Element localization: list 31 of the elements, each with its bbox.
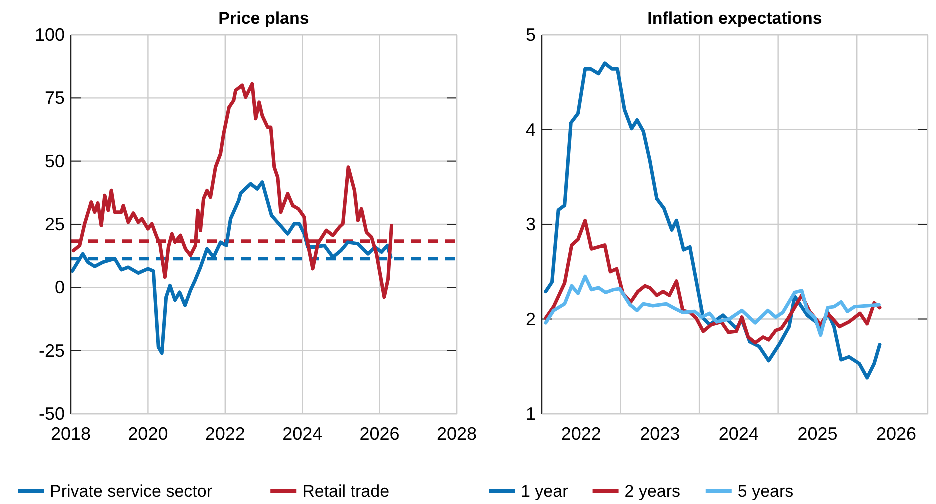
y-tick-label: 5 [526,25,536,45]
x-tick-label: 2023 [640,424,680,444]
x-tick-label: 2018 [50,424,92,444]
legend-label: Retail trade [302,482,390,501]
chart-title: Inflation expectations [648,9,822,28]
y-tick-label: -25 [38,340,65,361]
x-tick-label: 2026 [876,424,917,444]
y-tick-label: 3 [526,214,536,234]
x-tick-label: 2025 [798,424,838,444]
y-tick-label: 4 [526,120,536,140]
chart-title: Price plans [218,9,310,28]
legend-label: 5 years [738,482,794,501]
x-tick-label: 2020 [128,424,168,444]
y-tick-label: 25 [44,214,65,234]
y-tick-label: 100 [34,25,65,45]
y-tick-label: 1 [526,404,536,424]
y-tick-label: 50 [44,151,65,172]
y-tick-label: -50 [38,404,65,424]
x-tick-label: 2022 [561,424,602,444]
line-series [544,274,881,338]
y-tick-label: 2 [526,309,536,330]
legend-label: 2 years [624,482,681,501]
x-tick-label: 2024 [282,424,323,444]
y-tick-label: 75 [44,88,65,108]
legend-label: 1 year [521,482,569,501]
x-tick-label: 2026 [360,424,400,444]
x-tick-label: 2024 [718,424,759,444]
x-tick-label: 2028 [436,424,478,444]
x-tick-label: 2022 [205,424,246,444]
y-tick-label: 0 [54,278,65,298]
legend-label: Private service sector [50,482,213,501]
